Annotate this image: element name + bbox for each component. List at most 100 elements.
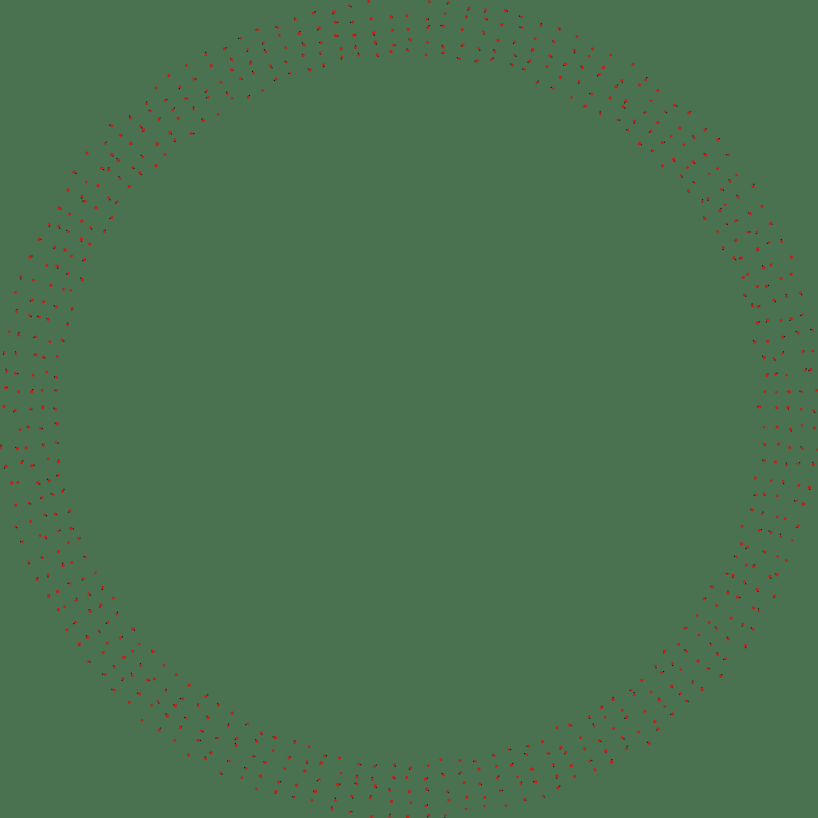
red-dot (295, 783, 299, 787)
red-dot (556, 786, 560, 790)
dark-speck (623, 738, 625, 740)
red-dot (673, 103, 677, 107)
dark-speck (440, 24, 442, 27)
red-dot (513, 40, 516, 44)
red-dot (151, 650, 155, 654)
dark-speck (33, 464, 35, 466)
red-dot (37, 237, 41, 241)
red-dot (653, 720, 657, 724)
red-dot (334, 33, 338, 38)
red-dot (204, 757, 208, 761)
red-dot (729, 616, 733, 620)
dark-speck (66, 229, 68, 232)
dark-speck (116, 611, 118, 613)
red-dot (2, 350, 6, 354)
red-dot (484, 17, 488, 21)
red-dot (67, 230, 70, 233)
red-dot (19, 275, 23, 279)
red-dot (219, 80, 223, 84)
red-dot (483, 804, 486, 808)
red-dot (757, 405, 762, 409)
red-dot (572, 48, 577, 53)
dark-speck (483, 33, 485, 35)
dark-speck (428, 25, 430, 27)
red-dot (68, 212, 71, 216)
red-dot (115, 612, 119, 616)
red-dot (268, 64, 273, 68)
dark-speck (301, 42, 304, 44)
red-dot (649, 99, 653, 102)
red-dot (66, 323, 69, 327)
red-dot (173, 138, 177, 141)
red-dot (318, 51, 322, 55)
dark-speck (734, 259, 737, 261)
red-dot (103, 142, 107, 145)
red-dot (319, 41, 323, 45)
dark-speck (245, 724, 247, 726)
red-dot (311, 11, 315, 15)
red-dot (775, 573, 779, 577)
red-dot (473, 759, 477, 763)
dark-speck (427, 18, 430, 20)
dark-speck (234, 738, 236, 741)
red-dot (318, 778, 321, 781)
red-dot (259, 731, 263, 735)
dark-speck (744, 583, 747, 585)
red-dot (679, 174, 683, 177)
red-dot (258, 774, 263, 778)
dark-speck (339, 783, 341, 785)
red-dot (478, 782, 482, 786)
red-dot (457, 57, 461, 61)
red-dot (139, 124, 142, 128)
dark-speck (739, 596, 741, 599)
red-dot (772, 594, 777, 598)
red-dot (590, 47, 595, 51)
red-dot (332, 10, 336, 14)
red-dot (789, 317, 793, 321)
red-dot (760, 204, 764, 208)
red-dot (409, 801, 413, 805)
red-dot (89, 226, 92, 229)
red-dot (752, 564, 756, 569)
dark-speck (760, 528, 763, 531)
red-dot (631, 62, 635, 66)
red-dot (477, 47, 480, 50)
red-dot (477, 767, 481, 771)
red-dot (65, 628, 69, 632)
dark-speck (340, 58, 343, 60)
red-dot (264, 50, 268, 53)
red-dot (56, 459, 61, 464)
red-dot (726, 637, 730, 641)
dark-speck (204, 756, 206, 758)
dark-speck (441, 772, 443, 775)
red-dot (755, 230, 758, 234)
dark-speck (733, 555, 736, 557)
dark-speck (109, 199, 111, 201)
red-dot (317, 26, 321, 30)
red-dot (246, 722, 249, 725)
dark-speck (121, 636, 124, 638)
red-dot (720, 187, 723, 191)
red-dot (510, 763, 514, 767)
red-dot (389, 15, 393, 19)
red-dot (226, 92, 229, 96)
dark-speck (271, 67, 273, 69)
red-dot (163, 99, 167, 102)
red-dot (424, 804, 428, 808)
dark-speck (67, 582, 69, 584)
red-dot (235, 736, 239, 740)
red-dot (620, 735, 624, 739)
red-dot (5, 369, 9, 373)
red-dot (53, 512, 57, 516)
dark-speck (325, 755, 328, 757)
dark-speck (762, 511, 764, 513)
red-dot (30, 389, 34, 394)
red-dot (29, 519, 33, 523)
dark-speck (199, 739, 201, 742)
red-dot (44, 535, 48, 539)
dark-speck (767, 284, 770, 287)
red-dot (679, 668, 682, 671)
dark-speck (316, 780, 319, 782)
red-dot (569, 764, 573, 768)
red-dot (107, 196, 111, 200)
